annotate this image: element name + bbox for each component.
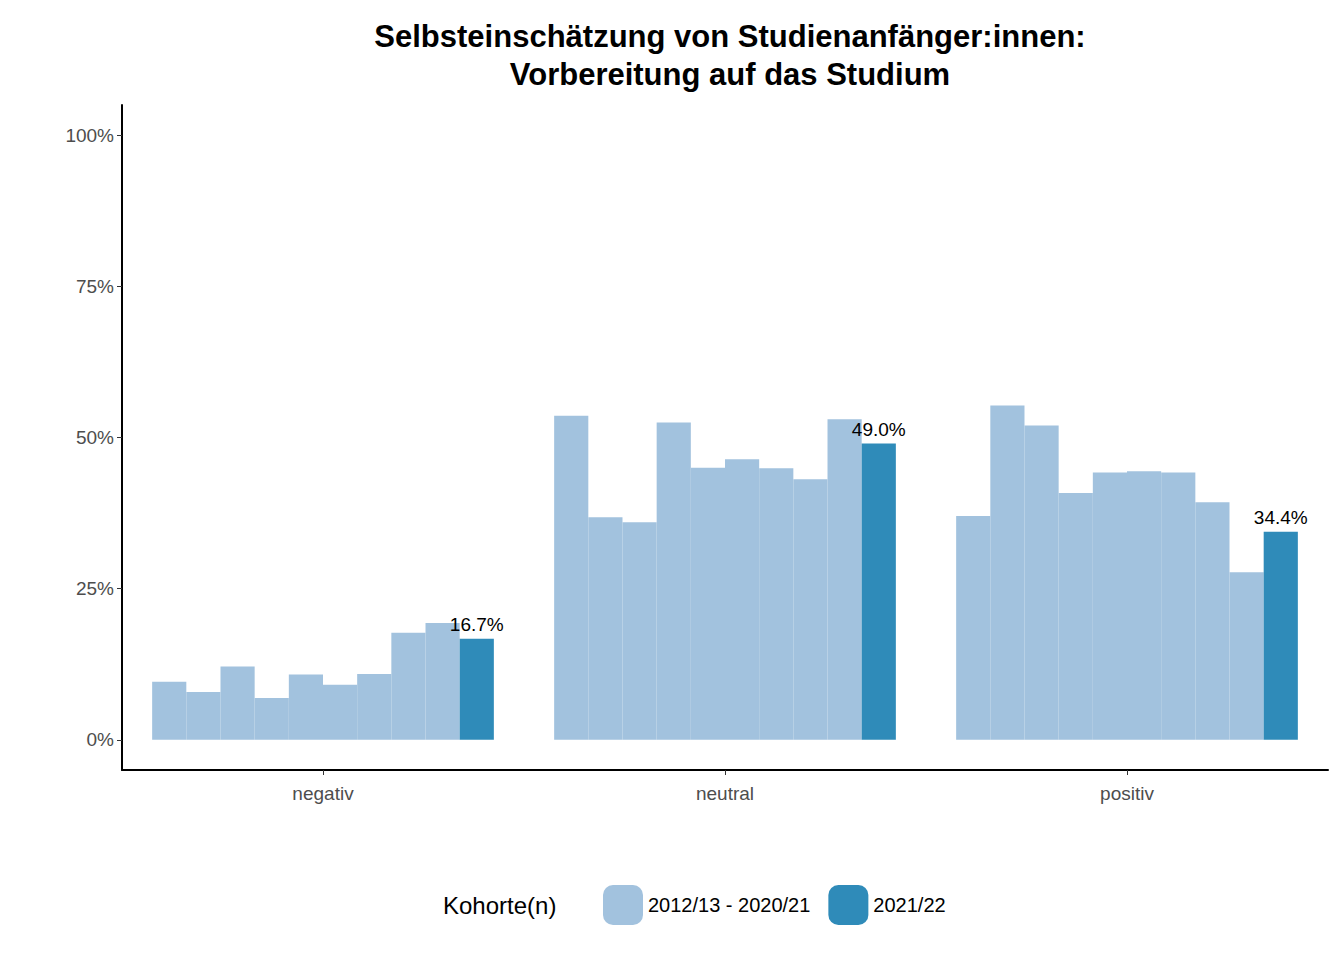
svg-text:34.4%: 34.4% xyxy=(1254,507,1308,528)
svg-text:75%: 75% xyxy=(76,276,114,297)
svg-text:neutral: neutral xyxy=(696,783,754,804)
svg-text:negativ: negativ xyxy=(292,783,354,804)
svg-text:100%: 100% xyxy=(65,125,114,146)
svg-text:25%: 25% xyxy=(76,578,114,599)
svg-text:Selbsteinschätzung von Studien: Selbsteinschätzung von Studienanfänger:i… xyxy=(374,19,1085,54)
svg-text:Kohorte(n): Kohorte(n) xyxy=(443,892,556,919)
svg-text:49.0%: 49.0% xyxy=(852,419,906,440)
svg-text:50%: 50% xyxy=(76,427,114,448)
svg-text:positiv: positiv xyxy=(1100,783,1154,804)
svg-text:2021/22: 2021/22 xyxy=(873,894,945,916)
svg-text:2012/13 - 2020/21: 2012/13 - 2020/21 xyxy=(648,894,810,916)
svg-text:Vorbereitung auf das Studium: Vorbereitung auf das Studium xyxy=(510,57,950,92)
svg-text:0%: 0% xyxy=(87,729,115,750)
svg-text:16.7%: 16.7% xyxy=(450,614,504,635)
